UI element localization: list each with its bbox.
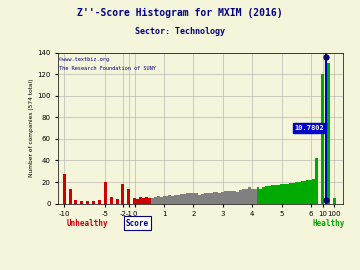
Bar <box>163 196 166 204</box>
Bar <box>277 185 280 204</box>
Text: Z''-Score Histogram for MXIM (2016): Z''-Score Histogram for MXIM (2016) <box>77 8 283 18</box>
Bar <box>104 182 107 204</box>
Bar <box>321 74 324 204</box>
Bar <box>295 182 298 204</box>
Bar <box>92 201 95 204</box>
Bar <box>192 193 195 204</box>
Bar <box>292 183 295 204</box>
Bar <box>189 193 192 204</box>
Bar <box>148 198 151 204</box>
Bar <box>98 200 101 204</box>
Bar <box>224 191 227 204</box>
Bar <box>63 174 66 204</box>
Bar <box>154 197 157 204</box>
Bar <box>221 192 224 204</box>
Bar <box>245 188 248 204</box>
Bar <box>286 184 289 204</box>
Bar <box>198 195 201 204</box>
Bar <box>271 185 274 204</box>
Bar <box>204 193 207 204</box>
Bar <box>86 201 89 204</box>
Bar <box>145 197 148 204</box>
Bar <box>75 200 77 204</box>
Bar <box>157 196 159 204</box>
Bar <box>177 195 180 204</box>
Bar <box>262 187 265 204</box>
Bar <box>306 180 309 204</box>
Bar <box>195 193 198 204</box>
Bar <box>110 197 113 204</box>
Bar <box>133 198 136 204</box>
Bar <box>312 179 315 204</box>
Bar <box>207 193 210 204</box>
Bar <box>242 188 245 204</box>
Bar <box>309 180 312 204</box>
Bar <box>251 188 253 204</box>
Bar <box>80 201 83 204</box>
Bar <box>227 191 230 204</box>
Text: The Research Foundation of SUNY: The Research Foundation of SUNY <box>59 66 156 70</box>
Bar <box>301 181 303 204</box>
Bar <box>116 199 118 204</box>
Bar <box>257 187 260 204</box>
Bar <box>210 193 212 204</box>
Bar <box>136 199 139 204</box>
Bar <box>315 158 318 204</box>
Bar <box>239 190 242 204</box>
Bar <box>303 181 306 204</box>
Bar <box>121 184 125 204</box>
Text: Unhealthy: Unhealthy <box>67 219 108 228</box>
Bar <box>139 197 142 204</box>
Bar <box>171 196 174 204</box>
Text: Healthy: Healthy <box>312 219 345 228</box>
Bar <box>180 194 183 204</box>
Bar <box>253 188 257 204</box>
Y-axis label: Number of companies (574 total): Number of companies (574 total) <box>30 79 35 177</box>
Bar <box>260 188 262 204</box>
Bar <box>212 192 215 204</box>
Bar <box>215 192 219 204</box>
Bar <box>69 188 72 204</box>
Bar <box>230 191 233 204</box>
Bar <box>283 184 286 204</box>
Bar <box>174 195 177 204</box>
Text: 10.7802: 10.7802 <box>294 125 324 131</box>
Bar <box>333 198 336 204</box>
Bar <box>265 186 268 204</box>
Bar <box>327 63 330 204</box>
Text: Score: Score <box>126 219 149 228</box>
Bar <box>159 197 163 204</box>
Bar <box>168 195 171 204</box>
Text: ©www.textbiz.org: ©www.textbiz.org <box>59 57 109 62</box>
Bar <box>219 193 221 204</box>
Bar <box>127 188 130 204</box>
Bar <box>183 194 186 204</box>
Text: Sector: Technology: Sector: Technology <box>135 27 225 36</box>
Bar <box>248 187 251 204</box>
Bar <box>298 182 301 204</box>
Bar <box>151 198 154 204</box>
Bar <box>289 183 292 204</box>
Bar <box>268 186 271 204</box>
Bar <box>233 191 236 204</box>
Bar <box>236 192 239 204</box>
Bar <box>186 193 189 204</box>
Bar <box>201 194 204 204</box>
Bar <box>280 184 283 204</box>
Bar <box>142 198 145 204</box>
Bar <box>274 185 277 204</box>
Bar <box>166 196 168 204</box>
